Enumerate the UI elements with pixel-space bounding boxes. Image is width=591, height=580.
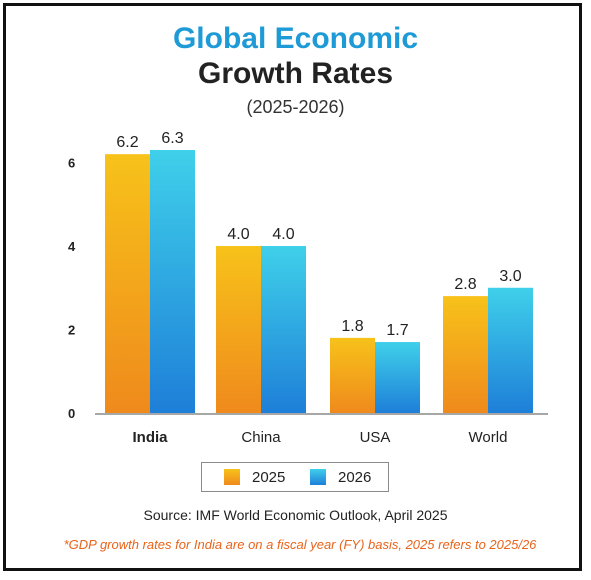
y-tick-label: 0: [68, 406, 75, 421]
bar-usa-2025: [330, 337, 375, 413]
legend-label-2026: 2026: [338, 468, 372, 486]
value-label-world-2026: 3.0: [499, 268, 521, 285]
bar-usa-2026: [375, 342, 420, 413]
bar-world-2026: [488, 287, 533, 413]
bar-india-2026: [150, 150, 195, 413]
value-label-china-2026: 4.0: [272, 226, 294, 243]
y-tick-label: 2: [68, 323, 75, 338]
y-tick-label: 4: [68, 239, 76, 254]
chart-title-line2: Growth Rates: [197, 57, 394, 90]
footnote: *GDP growth rates for India are on a fis…: [63, 537, 537, 552]
value-label-usa-2025: 1.8: [341, 318, 363, 335]
value-label-china-2025: 4.0: [227, 226, 249, 243]
x-tick-label-china: China: [241, 429, 281, 446]
bar-india-2025: [105, 154, 150, 413]
legend-swatch-2026: [310, 469, 326, 485]
x-tick-label-india: India: [132, 429, 168, 446]
x-tick-label-usa: USA: [360, 429, 391, 446]
legend-item-2025: 2025: [224, 468, 285, 486]
y-tick-label: 6: [68, 156, 75, 171]
legend-swatch-2025: [224, 469, 240, 485]
source-note: Source: IMF World Economic Outlook, Apri…: [143, 507, 448, 523]
legend: 2025 2026: [201, 462, 389, 492]
y-axis: 0 2 4 6: [68, 156, 548, 421]
bar-world-2025: [443, 296, 488, 413]
value-label-india-2026: 6.3: [161, 130, 183, 147]
bars: [105, 150, 533, 413]
bar-china-2025: [216, 246, 261, 413]
value-label-usa-2026: 1.7: [386, 322, 408, 339]
chart-subtitle: (2025-2026): [246, 97, 345, 117]
value-labels: 6.2 6.3 4.0 4.0 1.8 1.7 2.8 3.0: [116, 130, 521, 339]
legend-label-2025: 2025: [252, 468, 286, 486]
x-tick-label-world: World: [469, 429, 508, 446]
value-label-world-2025: 2.8: [454, 276, 476, 293]
chart-title: Global Economic: [172, 22, 419, 55]
legend-item-2026: 2026: [310, 468, 371, 486]
x-axis: India China USA World: [132, 429, 507, 446]
value-label-india-2025: 6.2: [116, 134, 138, 151]
bar-china-2026: [261, 246, 306, 413]
